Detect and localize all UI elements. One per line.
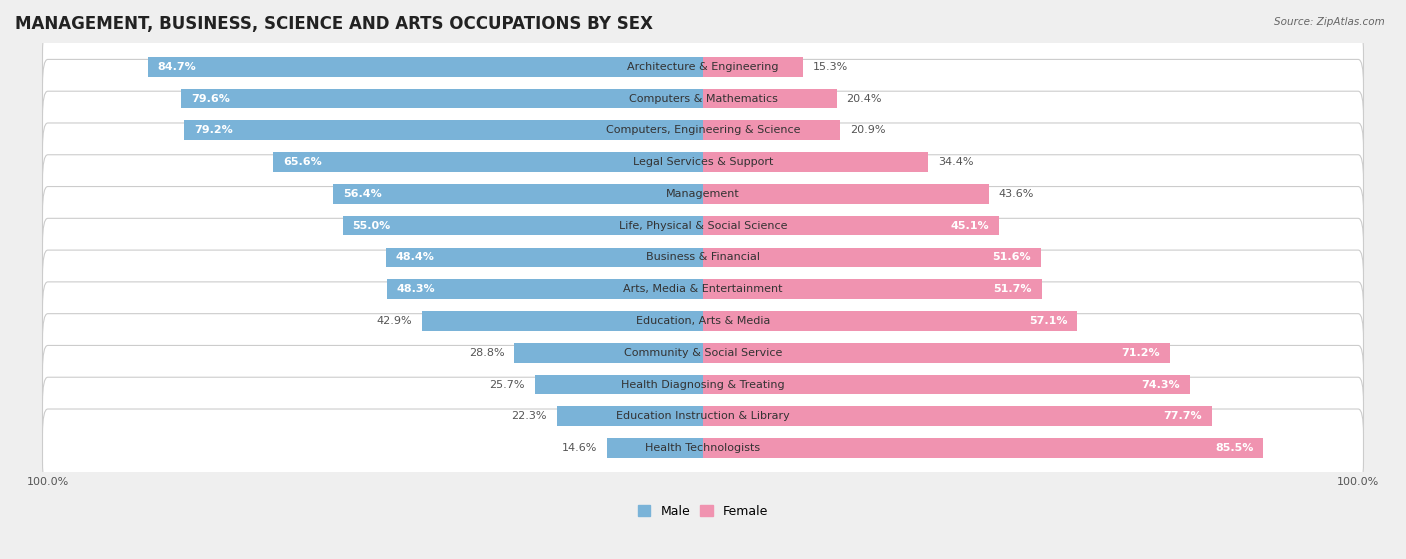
Text: Education Instruction & Library: Education Instruction & Library: [616, 411, 790, 421]
Bar: [181, 89, 703, 108]
FancyBboxPatch shape: [42, 377, 1364, 456]
Text: 71.2%: 71.2%: [1121, 348, 1160, 358]
Text: 79.6%: 79.6%: [191, 93, 231, 103]
Text: 14.6%: 14.6%: [562, 443, 598, 453]
Text: Arts, Media & Entertainment: Arts, Media & Entertainment: [623, 284, 783, 294]
Text: 25.7%: 25.7%: [489, 380, 524, 390]
Bar: [703, 311, 1077, 331]
Text: 77.7%: 77.7%: [1164, 411, 1202, 421]
Bar: [273, 152, 703, 172]
Bar: [703, 375, 1189, 395]
Bar: [422, 311, 703, 331]
Text: 48.3%: 48.3%: [396, 284, 434, 294]
Bar: [343, 216, 703, 235]
FancyBboxPatch shape: [42, 27, 1364, 106]
Text: Legal Services & Support: Legal Services & Support: [633, 157, 773, 167]
Text: Education, Arts & Media: Education, Arts & Media: [636, 316, 770, 326]
Text: 28.8%: 28.8%: [468, 348, 505, 358]
FancyBboxPatch shape: [42, 123, 1364, 201]
Bar: [703, 343, 1170, 363]
FancyBboxPatch shape: [42, 91, 1364, 169]
Bar: [703, 280, 1042, 299]
Bar: [703, 406, 1212, 426]
Text: 51.7%: 51.7%: [994, 284, 1032, 294]
Bar: [387, 280, 703, 299]
Text: 42.9%: 42.9%: [377, 316, 412, 326]
FancyBboxPatch shape: [42, 59, 1364, 138]
Text: 56.4%: 56.4%: [343, 189, 382, 199]
Text: 43.6%: 43.6%: [998, 189, 1033, 199]
Text: 20.4%: 20.4%: [846, 93, 882, 103]
Text: 48.4%: 48.4%: [395, 253, 434, 262]
Text: Health Technologists: Health Technologists: [645, 443, 761, 453]
Text: 45.1%: 45.1%: [950, 221, 988, 231]
Text: 65.6%: 65.6%: [283, 157, 322, 167]
Bar: [703, 152, 928, 172]
Bar: [557, 406, 703, 426]
FancyBboxPatch shape: [42, 250, 1364, 328]
Text: Health Diagnosing & Treating: Health Diagnosing & Treating: [621, 380, 785, 390]
FancyBboxPatch shape: [42, 409, 1364, 487]
FancyBboxPatch shape: [42, 345, 1364, 424]
Bar: [703, 89, 837, 108]
FancyBboxPatch shape: [42, 314, 1364, 392]
Bar: [385, 248, 703, 267]
Bar: [703, 184, 988, 203]
Text: 74.3%: 74.3%: [1142, 380, 1180, 390]
Bar: [703, 438, 1263, 458]
Bar: [333, 184, 703, 203]
Text: Business & Financial: Business & Financial: [645, 253, 761, 262]
Text: 84.7%: 84.7%: [157, 61, 197, 72]
Bar: [515, 343, 703, 363]
Text: 22.3%: 22.3%: [512, 411, 547, 421]
Text: 55.0%: 55.0%: [353, 221, 391, 231]
Bar: [607, 438, 703, 458]
FancyBboxPatch shape: [42, 187, 1364, 265]
Text: 79.2%: 79.2%: [194, 125, 232, 135]
Text: MANAGEMENT, BUSINESS, SCIENCE AND ARTS OCCUPATIONS BY SEX: MANAGEMENT, BUSINESS, SCIENCE AND ARTS O…: [15, 15, 652, 33]
Text: 15.3%: 15.3%: [813, 61, 848, 72]
Legend: Male, Female: Male, Female: [634, 501, 772, 522]
Text: Computers & Mathematics: Computers & Mathematics: [628, 93, 778, 103]
Text: Life, Physical & Social Science: Life, Physical & Social Science: [619, 221, 787, 231]
FancyBboxPatch shape: [42, 219, 1364, 296]
Text: 20.9%: 20.9%: [849, 125, 886, 135]
FancyBboxPatch shape: [42, 155, 1364, 233]
Text: 51.6%: 51.6%: [993, 253, 1031, 262]
Text: Computers, Engineering & Science: Computers, Engineering & Science: [606, 125, 800, 135]
Bar: [703, 57, 803, 77]
Text: 85.5%: 85.5%: [1215, 443, 1253, 453]
Bar: [703, 120, 839, 140]
Text: Source: ZipAtlas.com: Source: ZipAtlas.com: [1274, 17, 1385, 27]
Text: Community & Social Service: Community & Social Service: [624, 348, 782, 358]
Bar: [534, 375, 703, 395]
Bar: [703, 216, 998, 235]
Text: Management: Management: [666, 189, 740, 199]
Text: 57.1%: 57.1%: [1029, 316, 1067, 326]
Text: 34.4%: 34.4%: [938, 157, 974, 167]
Bar: [148, 57, 703, 77]
Bar: [703, 248, 1040, 267]
Text: Architecture & Engineering: Architecture & Engineering: [627, 61, 779, 72]
FancyBboxPatch shape: [42, 282, 1364, 360]
Bar: [184, 120, 703, 140]
